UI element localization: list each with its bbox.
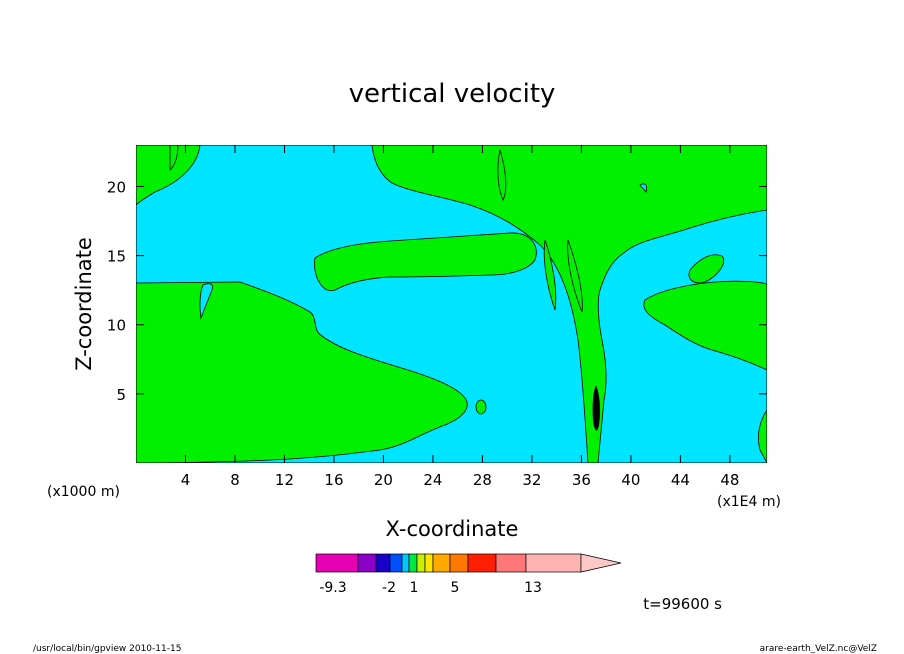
- x-tick-label: 4: [181, 471, 191, 489]
- colorbar-swatch: [389, 553, 403, 573]
- colorbar-label: -9.3: [319, 580, 346, 596]
- footer-left: /usr/local/bin/gpview 2010-11-15: [33, 644, 181, 654]
- green-region-lower-left: [136, 281, 468, 463]
- updraft-core: [592, 385, 600, 431]
- x-unit-right: (x1E4 m): [717, 494, 781, 510]
- x-tick-label: 8: [230, 471, 240, 489]
- x-tick-label: 44: [671, 471, 690, 489]
- x-tick-label: 12: [275, 471, 294, 489]
- time-annotation: t=99600 s: [643, 595, 722, 613]
- colorbar-swatch: [375, 553, 391, 573]
- colorbar-swatch: [408, 553, 418, 573]
- colorbar-swatch: [525, 553, 582, 573]
- colorbar-swatch: [424, 553, 434, 573]
- green-region-upper-band: [313, 232, 537, 291]
- x-tick-label: 24: [423, 471, 442, 489]
- y-tick-label: 20: [107, 178, 126, 196]
- green-streak: [543, 239, 557, 311]
- colorbar-swatch: [357, 553, 377, 573]
- x-tick-label: 40: [621, 471, 640, 489]
- colorbar-swatch: [315, 553, 359, 573]
- x-tick-label: 16: [324, 471, 343, 489]
- colorbar-swatch: [449, 553, 469, 573]
- green-region-bottom-right: [758, 409, 767, 463]
- y-axis-label: Z-coordinate: [72, 237, 96, 371]
- blue-sliver: [639, 183, 648, 193]
- colorbar-labels: -9.3 -2 1 5 13: [319, 580, 542, 596]
- green-region-right: [643, 280, 767, 371]
- x-axis-label: X-coordinate: [386, 517, 519, 541]
- negative-patches: [199, 183, 648, 320]
- x-tick-label: 48: [720, 471, 739, 489]
- colorbar-swatch: [416, 553, 426, 573]
- green-streak: [567, 239, 583, 313]
- green-streak: [497, 149, 507, 201]
- y-tick-label: 10: [107, 317, 126, 335]
- x-ticks: 4 8 12 16 20 24 28 32 36 40 44 48: [181, 145, 739, 489]
- positive-regions: [136, 145, 767, 463]
- colorbar-label: 13: [524, 580, 542, 596]
- y-tick-label: 5: [116, 386, 126, 404]
- colorbar-swatch: [432, 553, 451, 573]
- y-tick-label: 15: [107, 248, 126, 266]
- x-tick-label: 20: [374, 471, 393, 489]
- colorbar-swatch: [401, 553, 410, 573]
- blue-sliver: [199, 283, 213, 320]
- x-tick-label: 36: [572, 471, 591, 489]
- chart-title: vertical velocity: [349, 79, 556, 109]
- colorbar-swatch: [495, 553, 527, 573]
- colorbar: [315, 553, 622, 573]
- colorbar-label: -2: [382, 580, 396, 596]
- colorbar-label: 5: [451, 580, 460, 596]
- colorbar-arrow: [580, 553, 622, 573]
- x-tick-label: 32: [522, 471, 541, 489]
- green-blob: [475, 399, 487, 415]
- plot-area: [136, 145, 767, 463]
- green-region-top-left: [136, 145, 201, 206]
- green-region-top-plume: [371, 145, 767, 463]
- green-region-right-lobe: [688, 254, 725, 284]
- footer-right: arare-earth_VelZ.nc@VelZ: [760, 644, 877, 654]
- x-unit-left: (x1000 m): [47, 484, 120, 500]
- y-ticks: 5 10 15 20: [107, 178, 767, 404]
- colorbar-swatch: [467, 553, 497, 573]
- colorbar-label: 1: [410, 580, 419, 596]
- x-tick-label: 28: [473, 471, 492, 489]
